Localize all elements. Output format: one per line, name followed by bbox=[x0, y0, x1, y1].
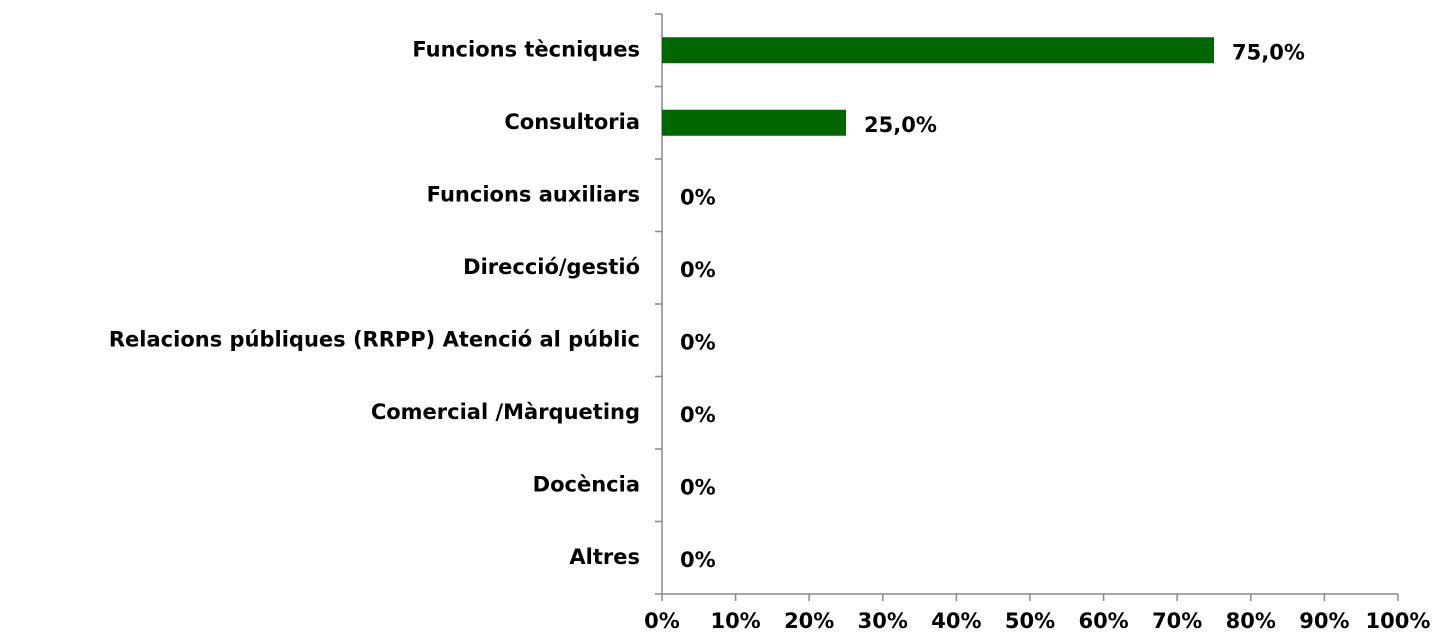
value-label: 0% bbox=[680, 185, 716, 209]
x-tick-label: 90% bbox=[1299, 609, 1349, 633]
x-tick-label: 80% bbox=[1226, 609, 1276, 633]
y-tick-label: Relacions públiques (RRPP) Atenció al pú… bbox=[109, 327, 640, 351]
x-tick-label: 10% bbox=[710, 609, 760, 633]
y-tick-label: Docència bbox=[533, 472, 640, 496]
x-tick-label: 40% bbox=[931, 609, 981, 633]
value-label: 0% bbox=[680, 548, 716, 572]
y-tick-label: Consultoria bbox=[504, 110, 640, 134]
bar bbox=[662, 37, 1214, 64]
y-tick-label: Funcions auxiliars bbox=[427, 182, 640, 206]
y-tick-label: Comercial /Màrqueting bbox=[371, 400, 640, 424]
bar bbox=[662, 109, 846, 136]
x-tick-label: 20% bbox=[784, 609, 834, 633]
x-tick-label: 100% bbox=[1366, 609, 1431, 633]
value-label: 0% bbox=[680, 258, 716, 282]
x-tick-label: 50% bbox=[1005, 609, 1055, 633]
y-tick-label: Direcció/gestió bbox=[463, 255, 640, 279]
y-tick-label: Funcions tècniques bbox=[412, 37, 640, 61]
value-label: 0% bbox=[680, 330, 716, 354]
x-tick-label: 0% bbox=[644, 609, 680, 633]
x-tick-label: 70% bbox=[1152, 609, 1202, 633]
x-tick-label: 30% bbox=[858, 609, 908, 633]
value-label: 25,0% bbox=[864, 113, 937, 137]
x-tick-label: 60% bbox=[1078, 609, 1128, 633]
value-label: 75,0% bbox=[1232, 40, 1305, 64]
value-label: 0% bbox=[680, 475, 716, 499]
y-tick-label: Altres bbox=[569, 545, 640, 569]
value-label: 0% bbox=[680, 403, 716, 427]
